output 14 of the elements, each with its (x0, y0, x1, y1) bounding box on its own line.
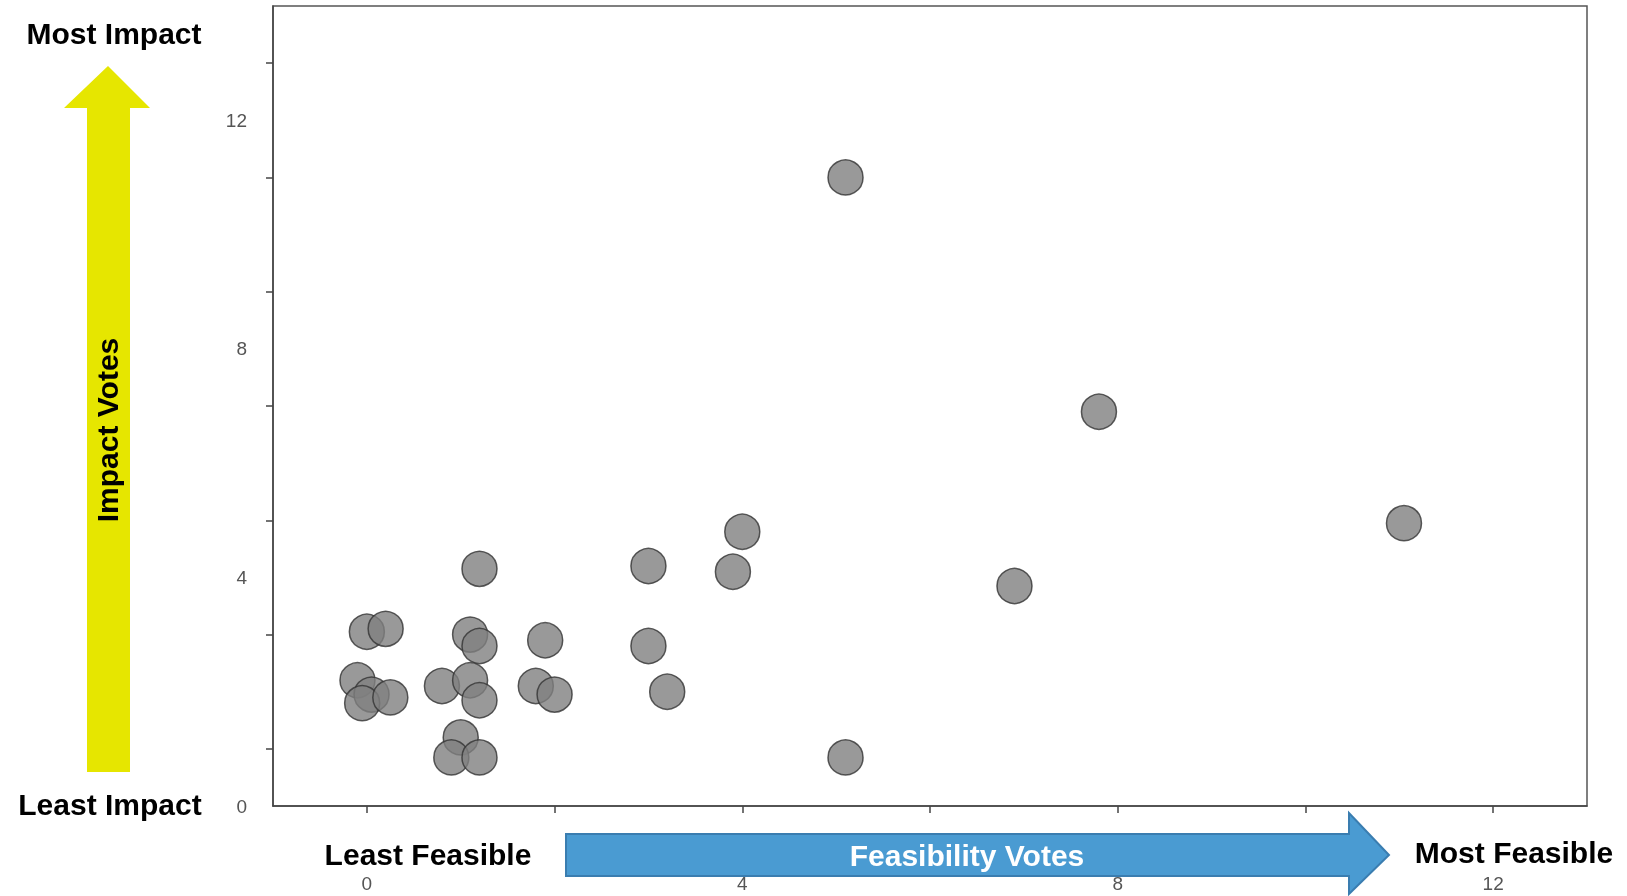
x-tick-label: 0 (361, 873, 373, 894)
y-tick-label: 8 (236, 338, 247, 360)
x-tick-label: 12 (1482, 873, 1504, 894)
y-tick-label: 4 (236, 566, 248, 588)
text: Most Feasible (1414, 836, 1614, 870)
x-axis-title: Feasibility Votes (849, 839, 1085, 873)
text: Most Impact (26, 17, 202, 51)
y-tick-label: 0 (236, 795, 247, 817)
x-tick-label: 4 (737, 873, 748, 894)
y-axis-title: Impact Votes (91, 337, 125, 523)
text: Least Feasible (324, 838, 532, 872)
text: Least Impact (18, 788, 202, 822)
y-tick-label: 12 (225, 109, 247, 131)
x-tick-label: 8 (1112, 873, 1123, 894)
